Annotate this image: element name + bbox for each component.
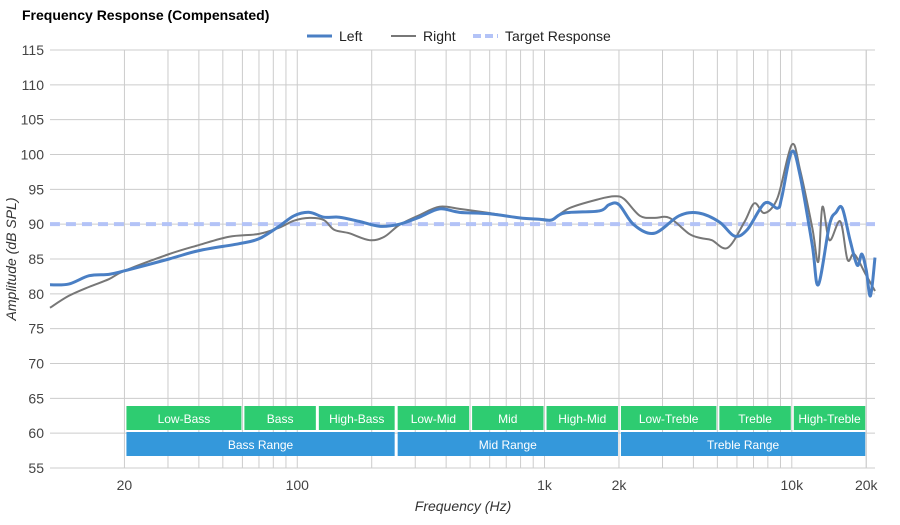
y-tick-label: 65 (28, 390, 44, 406)
band-label: Low-Bass (158, 412, 211, 426)
y-tick-label: 55 (28, 460, 44, 476)
series-lines (49, 142, 877, 309)
band-high-mid (546, 406, 618, 430)
y-tick-label: 75 (28, 321, 44, 337)
y-tick-label: 60 (28, 425, 44, 441)
chart-title: Frequency Response (Compensated) (22, 7, 269, 23)
band-label: High-Treble (798, 412, 861, 426)
x-tick-label: 20k (855, 477, 879, 493)
x-axis-label: Frequency (Hz) (415, 498, 511, 514)
band-mid (472, 406, 544, 430)
band-label: High-Bass (329, 412, 384, 426)
band-low-treble (620, 406, 717, 430)
legend-label: Right (423, 28, 456, 44)
x-tick-label: 10k (781, 477, 805, 493)
y-tick-label: 90 (28, 216, 44, 232)
band-label: Mid Range (479, 438, 537, 452)
legend-label: Left (339, 28, 362, 44)
y-tick-label: 80 (28, 286, 44, 302)
band-mid-range (397, 432, 618, 456)
grid: 55 60 65 70 75 80 85 90 95 100 105 110 115 20 100 1k 2k 1… (21, 42, 879, 493)
y-tick-label: 110 (22, 77, 45, 93)
series-line-left (49, 149, 877, 298)
frequency-bands: Low-Bass Bass High-Bass Low-Mid Mid High-Mid L… (126, 406, 866, 456)
y-axis-label: Amplitude (dB SPL) (3, 198, 19, 322)
band-high-treble (793, 406, 866, 430)
band-label: Bass (267, 412, 294, 426)
band-low-mid (397, 406, 470, 430)
x-tick-label: 100 (286, 477, 310, 493)
band-label: Mid (498, 412, 517, 426)
band-label: Treble (738, 412, 772, 426)
x-tick-label: 20 (117, 477, 133, 493)
band-bass-range (126, 432, 395, 456)
band-treble (719, 406, 791, 430)
band-bass (244, 406, 316, 430)
y-tick-label: 95 (28, 181, 44, 197)
band-label: Treble Range (707, 438, 780, 452)
band-label: High-Mid (558, 412, 606, 426)
y-tick-label: 115 (22, 42, 45, 58)
series-line-right (49, 142, 876, 309)
y-tick-label: 85 (28, 251, 44, 267)
y-tick-label: 105 (21, 112, 45, 128)
band-label: Bass Range (228, 438, 294, 452)
band-treble-range (620, 432, 866, 456)
x-tick-label: 2k (612, 477, 628, 493)
y-tick-label: 100 (21, 147, 45, 163)
legend: Left Right Target Response (307, 28, 611, 44)
band-low-bass (126, 406, 242, 430)
y-tick-label: 70 (28, 356, 44, 372)
band-label: Low-Treble (639, 412, 699, 426)
legend-label: Target Response (505, 28, 611, 44)
band-label: Low-Mid (411, 412, 456, 426)
band-high-bass (318, 406, 395, 430)
x-tick-label: 1k (537, 477, 553, 493)
